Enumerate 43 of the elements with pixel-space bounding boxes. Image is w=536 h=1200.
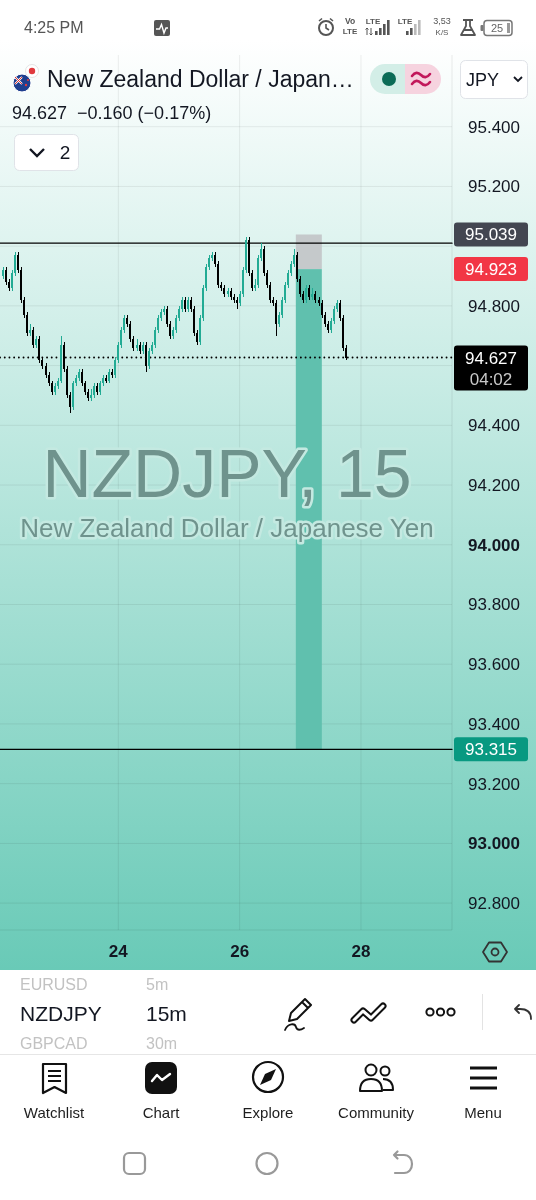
text: Explore <box>242 1104 294 1121</box>
text: 25 <box>490 21 504 34</box>
text: 4:25 PM <box>24 19 84 36</box>
text: 3,53 <box>433 16 451 26</box>
y-tick-label: 93.200 <box>468 774 520 794</box>
y-tick-label: 93.800 <box>468 595 520 615</box>
text: 95.039 <box>465 225 517 245</box>
text: GBPCAD <box>20 1035 88 1052</box>
x-tick-label: 28 <box>351 942 371 961</box>
x-tick-label: 24 <box>108 942 129 961</box>
y-tick-label: 93.000 <box>468 834 520 854</box>
text: Menu <box>464 1104 502 1121</box>
y-tick-label: 93.400 <box>468 714 520 734</box>
text: LTE <box>342 27 358 36</box>
text: 30m <box>146 1035 178 1052</box>
text: 93.315 <box>465 740 517 760</box>
text: 15m <box>146 1002 187 1025</box>
y-tick-label: 94.000 <box>468 535 520 555</box>
text: New Zealand Dollar / Japan… <box>47 66 354 92</box>
annotation: 2 <box>59 142 71 163</box>
text: 04:02 <box>469 369 513 389</box>
y-tick-label: 94.200 <box>468 476 520 496</box>
y-tick-label: 92.800 <box>468 894 520 914</box>
y-tick-label: 93.600 <box>468 655 520 675</box>
text: K/S <box>435 28 449 37</box>
text: LTE <box>365 17 381 26</box>
text: NZDJPY <box>20 1002 102 1025</box>
text: Chart <box>142 1104 181 1121</box>
text: Community <box>338 1104 415 1121</box>
text: 94.627 −0.160 (−0.17%) <box>12 103 212 123</box>
text: Vo <box>344 16 356 26</box>
ref-line-label: 94.627 <box>465 348 517 368</box>
text: JPY <box>466 70 500 90</box>
text: EURUSD <box>20 976 88 993</box>
y-tick-label: 95.200 <box>468 177 520 197</box>
y-tick-label: 94.400 <box>468 416 520 436</box>
x-tick-label: 26 <box>230 942 250 961</box>
text: LTE <box>397 17 413 26</box>
text: 94.923 <box>465 260 517 280</box>
text: Watchlist <box>23 1104 85 1121</box>
y-tick-label: 94.800 <box>468 296 520 316</box>
text: 5m <box>146 976 169 993</box>
y-tick-label: 95.400 <box>468 117 520 137</box>
